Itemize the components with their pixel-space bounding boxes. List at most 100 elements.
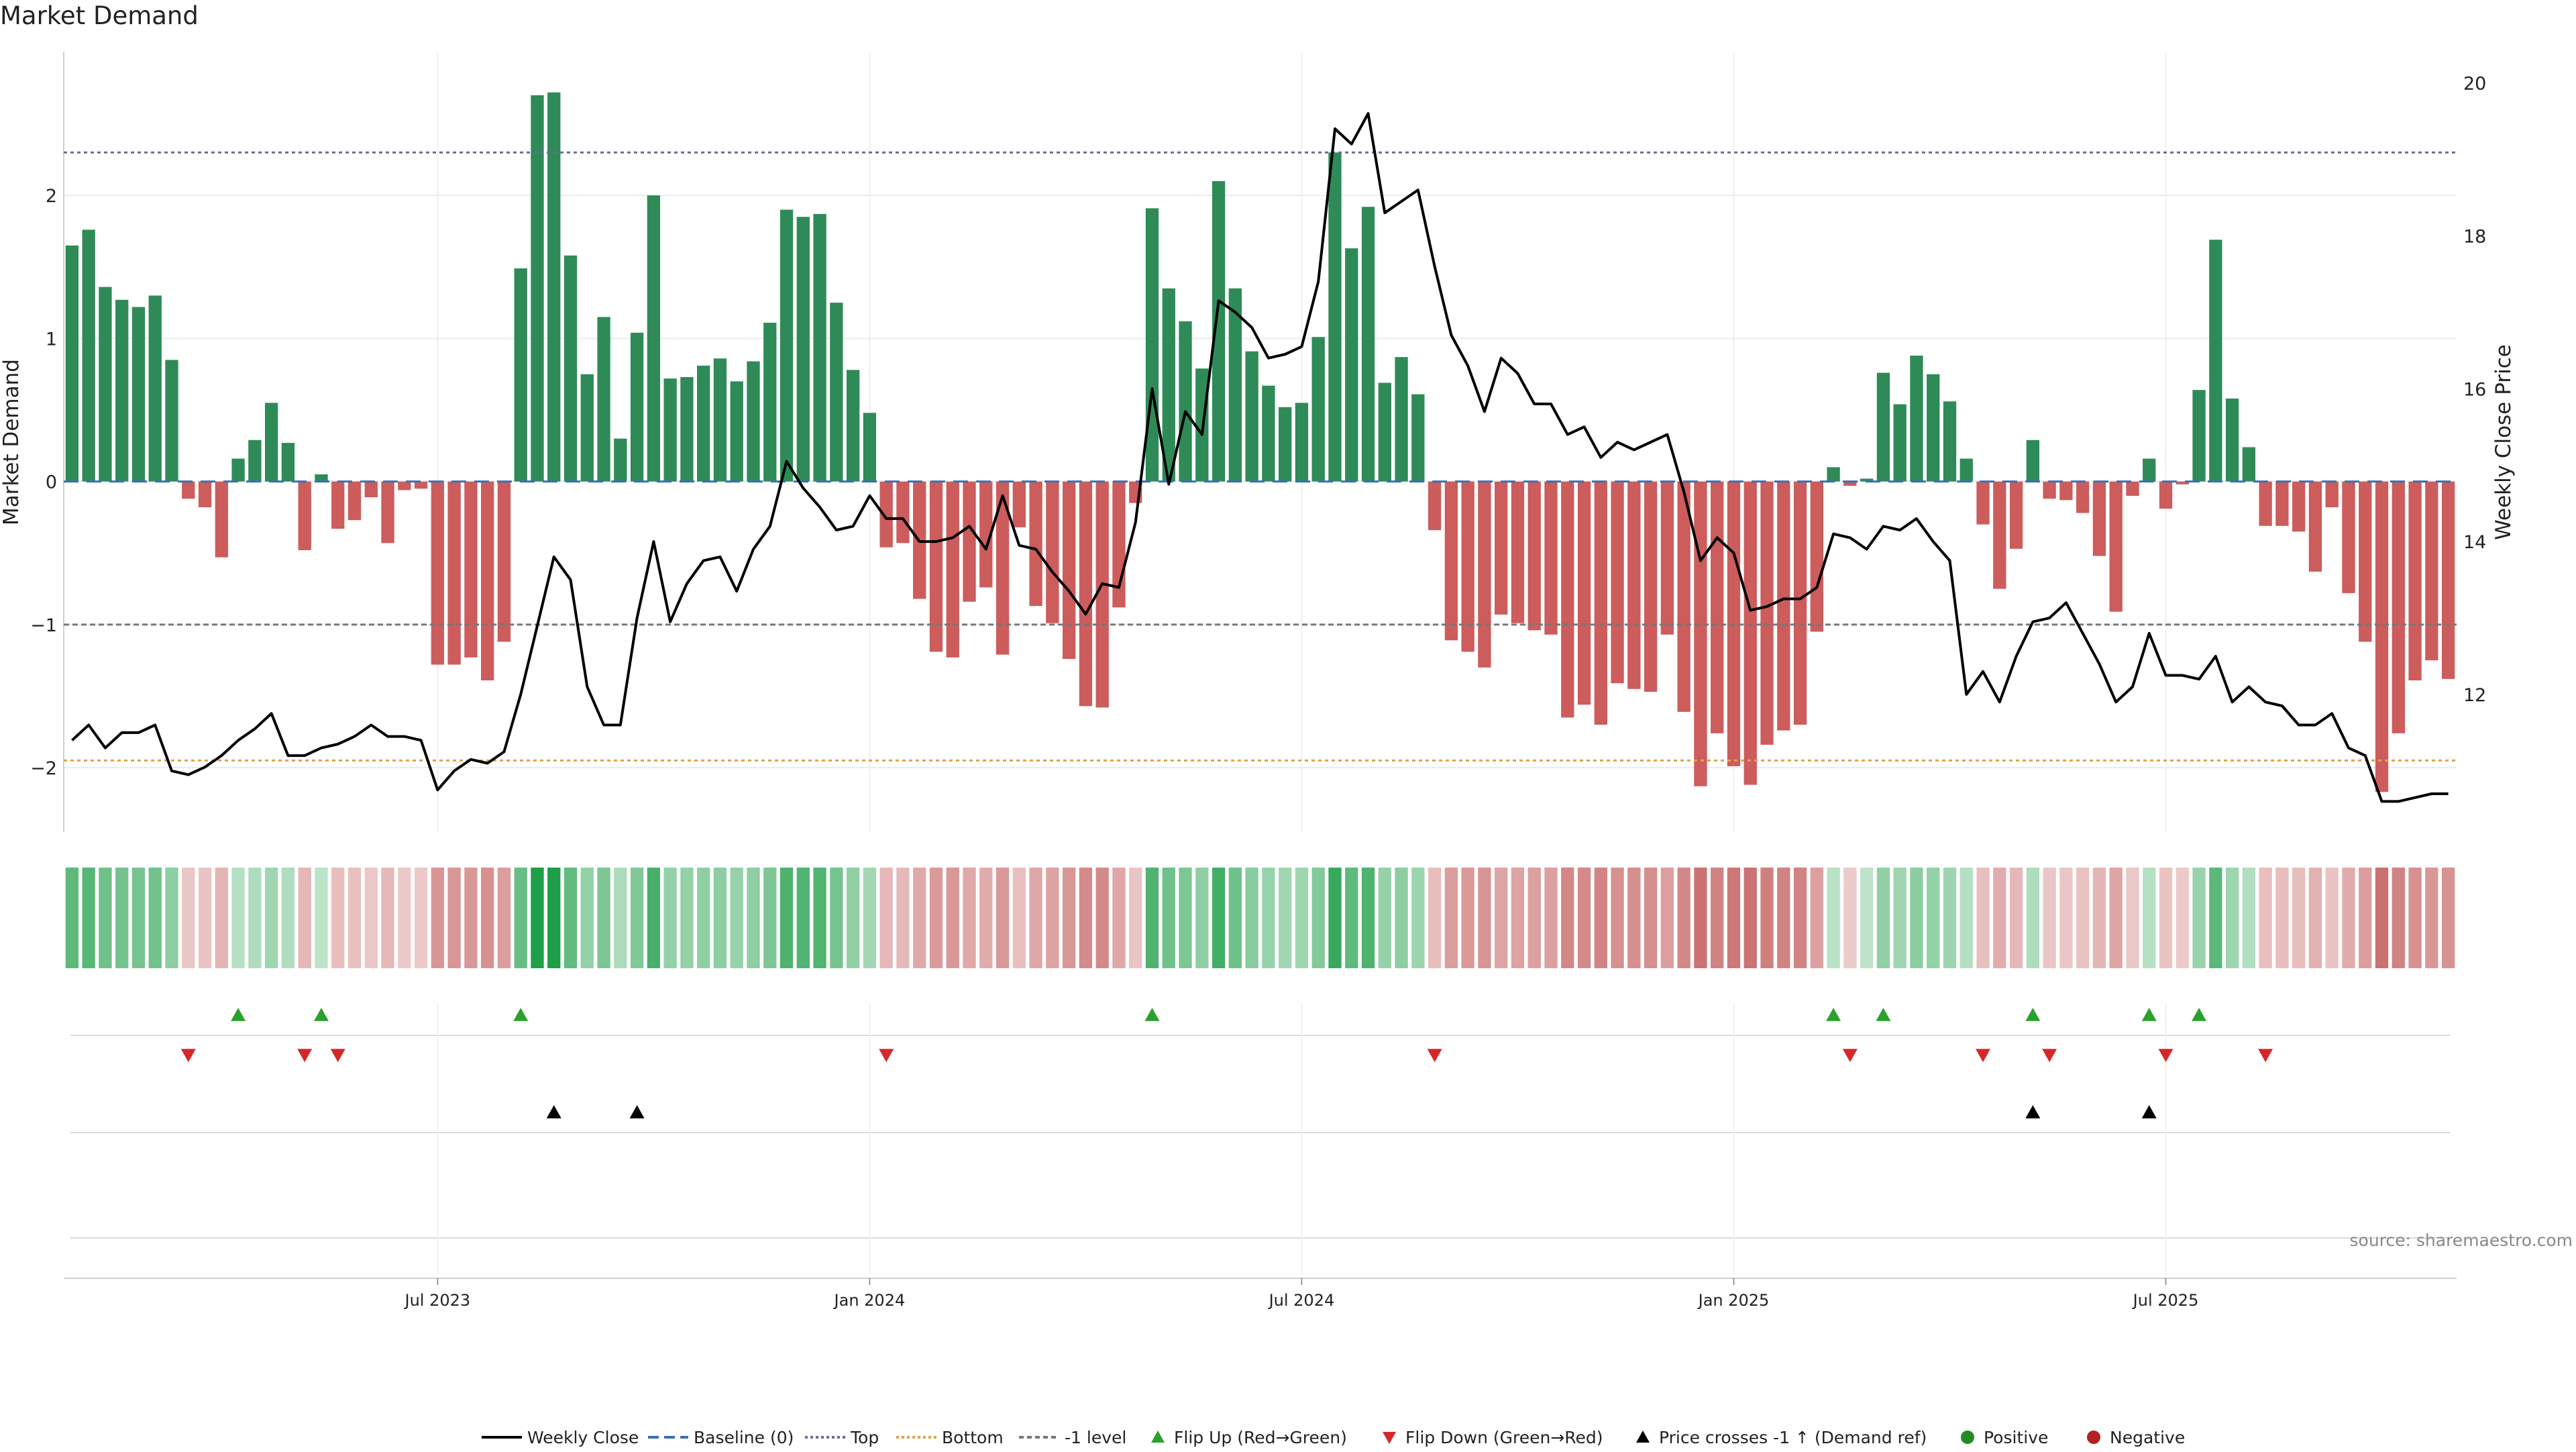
heat-cell bbox=[1544, 868, 1558, 968]
bar-positive bbox=[2026, 439, 2040, 482]
heat-cell bbox=[2009, 868, 2023, 968]
bar-positive bbox=[1395, 357, 1408, 482]
bar-negative bbox=[1046, 481, 1059, 623]
heat-cell bbox=[1478, 868, 1491, 968]
bar-negative bbox=[1627, 481, 1641, 689]
bar-positive bbox=[1943, 401, 1957, 482]
legend-label: -1 level bbox=[1065, 1428, 1126, 1447]
bar-positive bbox=[131, 307, 146, 482]
bar-positive bbox=[780, 209, 794, 482]
heat-cell bbox=[1179, 868, 1192, 968]
y2-tick-label: 14 bbox=[2463, 532, 2486, 553]
bar-negative bbox=[347, 481, 362, 521]
heat-cell bbox=[1046, 868, 1059, 968]
y-tick-label: −1 bbox=[30, 615, 57, 636]
bar-positive bbox=[813, 213, 826, 482]
bar-positive bbox=[115, 299, 129, 482]
heat-cell bbox=[597, 868, 610, 968]
heat-cell bbox=[298, 868, 311, 968]
bar-negative bbox=[1079, 481, 1093, 707]
legend-swatch-6 bbox=[1383, 1432, 1396, 1444]
bar-positive bbox=[647, 195, 661, 482]
bar-positive bbox=[863, 413, 877, 482]
heat-cell bbox=[1527, 868, 1541, 968]
legend-swatch-5 bbox=[1151, 1431, 1165, 1443]
bar-negative bbox=[1743, 481, 1757, 785]
bar-negative bbox=[431, 481, 445, 665]
heat-cell bbox=[115, 868, 129, 968]
bar-positive bbox=[597, 317, 610, 482]
heat-cell bbox=[2043, 868, 2056, 968]
heat-cell bbox=[747, 868, 760, 968]
bar-positive bbox=[165, 360, 178, 482]
bar-positive bbox=[248, 439, 262, 482]
heat-cell bbox=[1311, 868, 1325, 968]
bar-positive bbox=[1162, 288, 1175, 482]
heat-cell bbox=[1062, 868, 1076, 968]
heat-cell bbox=[2342, 868, 2355, 968]
bar-negative bbox=[2359, 481, 2372, 642]
heat-cell bbox=[863, 868, 877, 968]
flip-down-marker bbox=[330, 1049, 345, 1062]
x-tick-label: Jul 2024 bbox=[1268, 1291, 1335, 1310]
heat-cell bbox=[2143, 868, 2156, 968]
heat-cell bbox=[2126, 868, 2139, 968]
x-tick-label: Jul 2023 bbox=[404, 1291, 471, 1310]
heat-cell bbox=[1976, 868, 1990, 968]
heat-cell bbox=[1079, 868, 1093, 968]
bar-negative bbox=[2059, 481, 2073, 501]
heat-cell bbox=[2425, 868, 2438, 968]
flip-down-marker bbox=[1427, 1049, 1442, 1062]
heat-cell bbox=[2225, 868, 2239, 968]
bar-positive bbox=[1893, 404, 1907, 482]
heat-cell bbox=[896, 868, 910, 968]
heat-cell bbox=[148, 868, 162, 968]
heat-cell bbox=[879, 868, 893, 968]
legend-label: Baseline (0) bbox=[694, 1428, 794, 1447]
chart-title: Market Demand bbox=[0, 1, 199, 30]
y-tick-label: 2 bbox=[46, 186, 57, 207]
bar-negative bbox=[331, 481, 345, 529]
flip-up-marker bbox=[2141, 1008, 2157, 1021]
heat-cell bbox=[1444, 868, 1458, 968]
bar-positive bbox=[1145, 208, 1159, 482]
bar-negative bbox=[2441, 481, 2455, 679]
flip-up-marker bbox=[231, 1008, 246, 1021]
bar-positive bbox=[2143, 458, 2156, 482]
bar-negative bbox=[2425, 481, 2438, 661]
bar-positive bbox=[614, 438, 627, 482]
bar-positive bbox=[281, 443, 295, 482]
heat-cell bbox=[663, 868, 677, 968]
bar-positive bbox=[65, 245, 79, 482]
heat-cell bbox=[1843, 868, 1857, 968]
heat-cell bbox=[1660, 868, 1674, 968]
heat-cell bbox=[464, 868, 478, 968]
x-tick-label: Jan 2025 bbox=[1697, 1291, 1770, 1310]
heat-cell bbox=[1495, 868, 1508, 968]
flip-up-marker bbox=[313, 1008, 329, 1021]
bar-negative bbox=[1577, 481, 1591, 705]
heat-cell bbox=[1145, 868, 1159, 968]
heat-cell bbox=[1577, 868, 1591, 968]
bar-negative bbox=[364, 481, 378, 498]
heat-cell bbox=[680, 868, 694, 968]
heat-cell bbox=[697, 868, 710, 968]
heat-cell bbox=[131, 868, 146, 968]
heat-cell bbox=[1644, 868, 1658, 968]
bar-negative bbox=[1544, 481, 1558, 635]
heat-cell bbox=[2092, 868, 2106, 968]
bar-positive bbox=[1411, 394, 1425, 482]
heat-cell bbox=[1927, 868, 1940, 968]
bar-negative bbox=[2292, 481, 2306, 532]
heat-cell bbox=[796, 868, 810, 968]
heat-cell bbox=[1777, 868, 1790, 968]
bar-negative bbox=[979, 481, 993, 588]
bar-positive bbox=[315, 474, 328, 482]
heat-cell bbox=[2392, 868, 2405, 968]
heat-cell bbox=[2242, 868, 2256, 968]
heat-cell bbox=[763, 868, 777, 968]
legend-label: Flip Down (Green→Red) bbox=[1405, 1428, 1603, 1447]
bar-negative bbox=[447, 481, 461, 665]
heat-cell bbox=[1195, 868, 1209, 968]
heat-cell bbox=[65, 868, 79, 968]
